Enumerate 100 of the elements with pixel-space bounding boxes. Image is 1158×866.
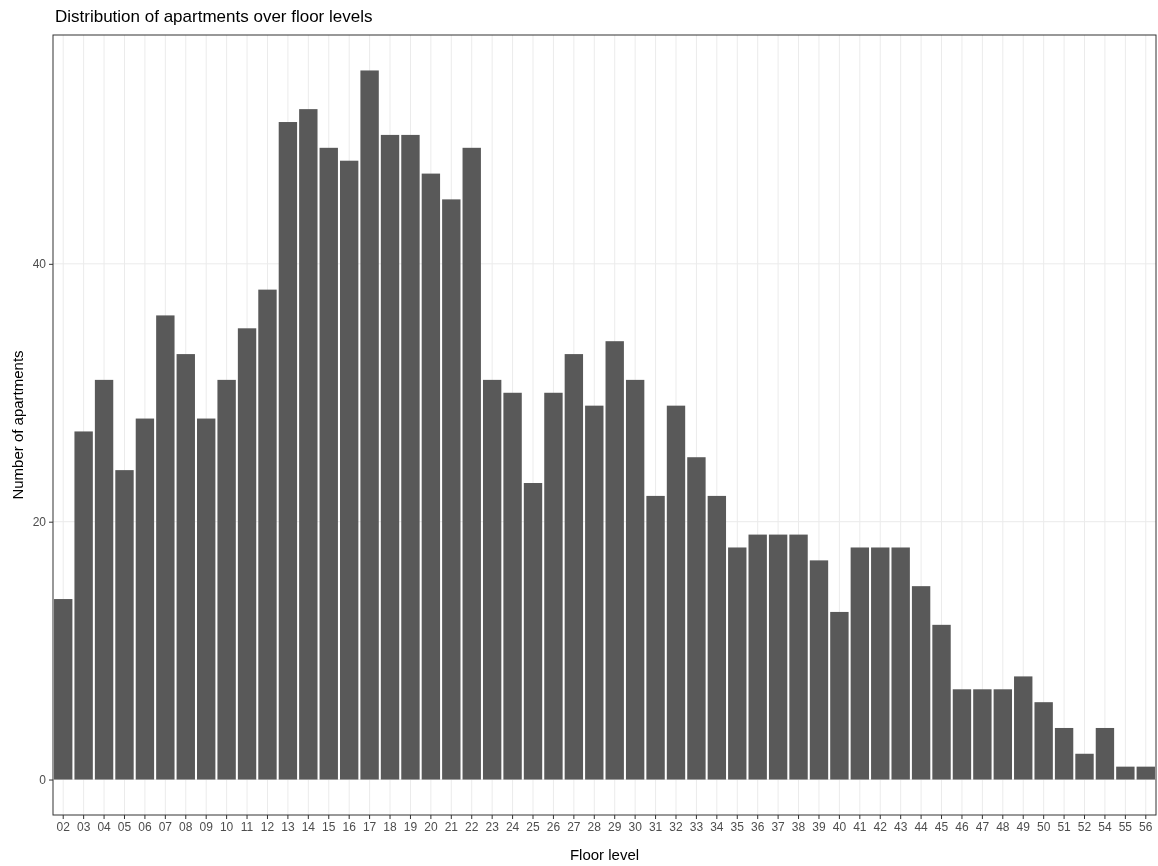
bar (585, 405, 604, 780)
bar (1075, 753, 1094, 780)
x-tick-label: 43 (894, 819, 908, 834)
x-tick-label: 07 (158, 819, 173, 834)
bar (789, 534, 808, 780)
x-tick-label: 04 (97, 819, 112, 834)
chart-title: Distribution of apartments over floor levels (55, 7, 373, 26)
bar (360, 70, 379, 780)
bar (176, 354, 195, 780)
x-tick-label: 28 (587, 819, 602, 834)
x-tick-label: 31 (648, 819, 663, 834)
bar (891, 547, 910, 780)
x-tick-label: 45 (934, 819, 949, 834)
bar (523, 483, 543, 780)
x-tick-label: 25 (526, 819, 540, 834)
x-tick-label: 21 (444, 819, 459, 834)
x-tick-label: 51 (1057, 819, 1072, 834)
bar (850, 547, 870, 780)
bar (156, 315, 175, 780)
x-tick-label: 02 (56, 819, 71, 834)
x-tick-label: 08 (179, 819, 193, 834)
bar (135, 418, 155, 780)
x-tick-label: 26 (546, 819, 561, 834)
x-tick-label: 19 (403, 819, 418, 834)
bar (1014, 676, 1033, 780)
bar (258, 289, 277, 780)
x-tick-label: 39 (812, 819, 826, 834)
bar (952, 689, 972, 780)
bar (666, 405, 686, 780)
bar (605, 341, 624, 780)
x-tick-label: 10 (219, 819, 234, 834)
bar (625, 379, 645, 780)
bar (380, 134, 400, 780)
x-tick-label: 35 (730, 819, 745, 834)
bar (1095, 727, 1115, 780)
bar (564, 354, 584, 780)
bar (401, 134, 420, 780)
x-tick-label: 33 (689, 819, 704, 834)
bar (748, 534, 767, 780)
bar (1034, 702, 1053, 780)
bar (299, 109, 318, 780)
x-tick-label: 13 (281, 819, 295, 834)
bar (993, 689, 1012, 780)
x-tick-label: 40 (832, 819, 847, 834)
bar (115, 470, 134, 780)
bar (54, 599, 73, 780)
bar (217, 379, 236, 780)
bar (94, 379, 114, 780)
x-tick-label: 14 (301, 819, 316, 834)
x-tick-label: 56 (1139, 819, 1153, 834)
x-tick-label: 49 (1016, 819, 1031, 834)
bar (237, 328, 257, 780)
y-tick-label: 40 (32, 257, 47, 272)
bar (646, 495, 665, 780)
bar (503, 392, 522, 780)
bar (319, 147, 338, 780)
bar (339, 160, 359, 780)
y-tick-label: 0 (39, 772, 47, 787)
bar (74, 431, 93, 780)
x-tick-label: 30 (628, 819, 643, 834)
x-tick-label: 46 (955, 819, 969, 834)
x-tick-label: 12 (260, 819, 275, 834)
x-tick-label: 32 (669, 819, 683, 834)
x-tick-label: 48 (996, 819, 1010, 834)
x-tick-label: 06 (138, 819, 152, 834)
x-tick-label: 05 (117, 819, 132, 834)
x-tick-label: 29 (608, 819, 622, 834)
x-tick-label: 37 (771, 819, 786, 834)
bar (728, 547, 747, 780)
x-tick-label: 34 (710, 819, 724, 834)
x-tick-label: 55 (1118, 819, 1133, 834)
bar (768, 534, 788, 780)
x-axis-title: Floor level (569, 846, 640, 863)
x-tick-label: 52 (1077, 819, 1092, 834)
x-tick-label: 27 (567, 819, 581, 834)
x-tick-label: 24 (505, 819, 520, 834)
bar (911, 586, 931, 780)
x-tick-label: 22 (465, 819, 479, 834)
bar (830, 611, 849, 780)
bar (1116, 766, 1135, 780)
x-tick-label: 41 (853, 819, 867, 834)
x-tick-label: 23 (485, 819, 500, 834)
bar (544, 392, 563, 780)
bar (809, 560, 829, 780)
bar (421, 173, 441, 780)
bar (278, 122, 298, 780)
bar (462, 147, 481, 780)
x-tick-label: 47 (975, 819, 990, 834)
x-tick-label: 36 (751, 819, 765, 834)
x-tick-label: 09 (199, 819, 214, 834)
bar (932, 624, 951, 780)
x-tick-label: 17 (362, 819, 377, 834)
x-tick-label: 18 (383, 819, 398, 834)
y-tick-label: 20 (32, 515, 47, 530)
x-tick-label: 50 (1036, 819, 1051, 834)
x-tick-label: 42 (873, 819, 888, 834)
bar (1136, 766, 1155, 780)
x-tick-label: 11 (240, 819, 254, 834)
bar (197, 418, 216, 780)
bar (687, 457, 706, 780)
